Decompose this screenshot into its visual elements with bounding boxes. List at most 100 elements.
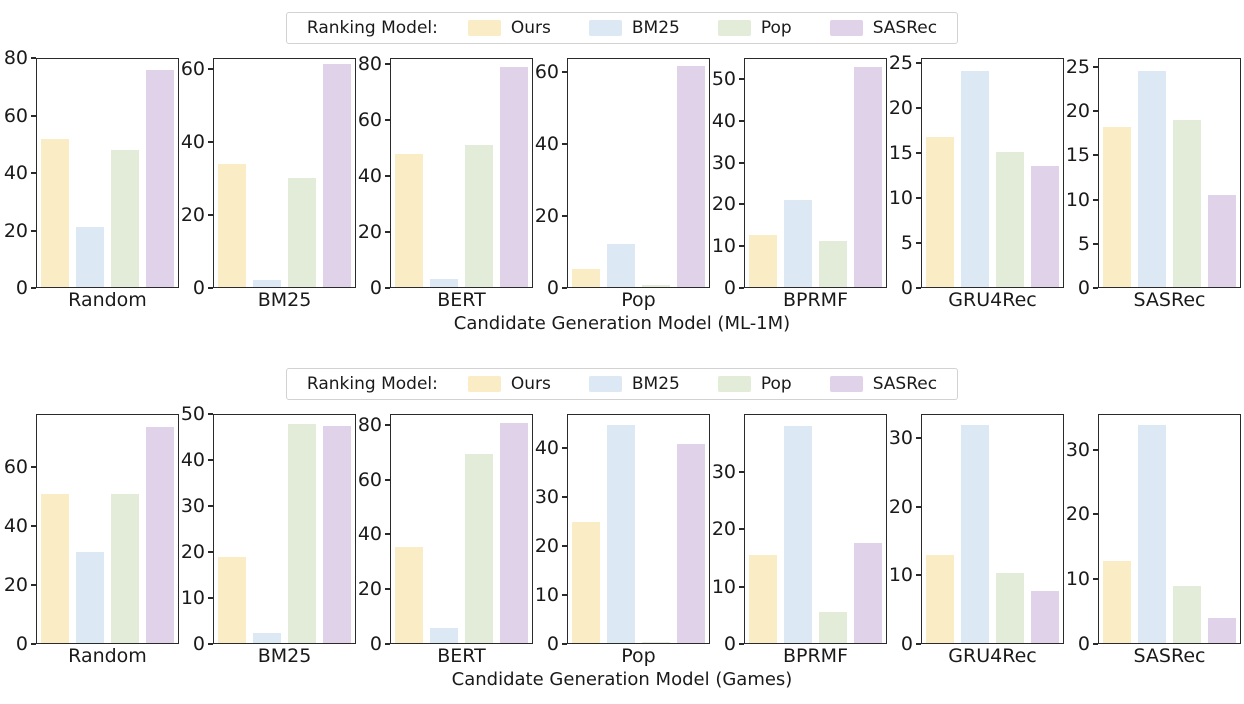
bar-bm25 [606,424,635,643]
y-tick-label: 10 [180,587,205,609]
y-axis: 0 5 10 15 20 25 [1064,57,1098,298]
legend-item-ours: Ours [467,374,551,394]
legend-label-bm25: BM25 [631,374,680,394]
legend-ml1m: Ranking Model: Ours BM25 Pop SASRec [285,12,959,44]
bar-pop [288,178,317,287]
figure-games: Ranking Model: Ours BM25 Pop SASRec [0,334,1244,690]
y-tick-mark [31,114,36,117]
y-tick-mark [208,643,213,645]
y-tick-label: 10 [1065,188,1090,211]
plot-area: 0 10 20 30 [710,414,887,654]
bar-pop [642,285,671,287]
x-category-label: BM25 [257,289,312,311]
y-tick-label: 0 [723,633,736,655]
y-axis: 0 5 10 15 20 25 [887,53,921,298]
y-tick-label: 20 [888,495,913,518]
y-tick-label: 40 [3,515,28,538]
plot-area: 0 10 20 30 [887,414,1064,654]
y-tick-mark [208,213,213,216]
y-tick-mark [916,437,921,440]
legend-swatch-ours [467,20,501,36]
plot-area: 0 20 40 60 80 [356,413,533,654]
y-tick-mark [31,525,36,528]
y-tick-mark [208,505,213,507]
plot-area: 0 5 10 15 20 25 [887,53,1064,298]
y-tick-mark [208,597,213,599]
y-tick-label: 30 [711,460,736,483]
y-tick-label: 80 [357,413,382,436]
y-tick-label: 0 [900,277,913,299]
y-tick-mark [31,466,36,469]
bar-pop [642,641,671,643]
y-tick-mark [1093,287,1098,289]
bar-pop [819,241,848,287]
y-tick-mark [208,551,213,553]
y-tick-label: 20 [534,535,559,558]
y-tick-mark [1093,513,1098,516]
bar-ours [925,554,954,643]
y-tick-mark [739,287,744,289]
bar-ours [748,554,777,643]
y-tick-label: 80 [3,47,28,69]
y-tick-mark [1093,643,1098,645]
y-tick-mark [916,505,921,508]
y-tick-mark [739,77,744,80]
y-tick-mark [739,203,744,206]
legend-swatch-ours [467,376,501,392]
bar-ours [748,235,777,287]
y-tick-mark [562,594,567,597]
y-tick-label: 80 [357,52,382,75]
y-tick-label: 30 [534,486,559,509]
y-tick-mark [562,496,567,499]
y-tick-label: 0 [1077,633,1090,655]
plot-box [567,58,710,288]
legend-item-bm25: BM25 [588,18,680,38]
y-tick-mark [31,287,36,289]
y-axis: 0 20 40 60 80 [356,54,390,298]
y-tick-mark [385,478,390,481]
bar-ours [40,493,69,643]
y-tick-label: 10 [534,584,559,607]
y-axis: 0 20 40 60 [2,414,36,654]
legend-title: Ranking Model: [306,374,438,394]
y-tick-label: 40 [534,437,559,460]
plot-area: 0 10 20 30 40 50 [710,58,887,298]
y-tick-label: 0 [15,633,28,655]
y-tick-mark [739,119,744,122]
bar-sasrec [146,426,175,643]
plot-area: 0 20 40 60 [179,57,356,298]
y-tick-mark [385,118,390,121]
bar-bm25 [606,244,635,287]
x-category-label: Pop [621,289,656,311]
y-tick-label: 40 [180,449,205,471]
legend-item-pop: Pop [717,18,792,38]
plot-box [213,58,356,288]
subplot-sasrec: 0 5 10 15 20 25 SASRec [1064,57,1241,311]
bar-bm25 [1137,424,1166,643]
subplot-bm25: 0 20 40 60 BM25 [179,58,356,311]
y-tick-label: 60 [357,108,382,131]
plot-area: 0 20 40 60 80 [2,48,179,298]
y-tick-mark [916,61,921,64]
legend-item-ours: Ours [467,18,551,38]
y-tick-mark [562,143,567,146]
y-tick-label: 30 [711,151,736,174]
y-tick-mark [1093,110,1098,113]
y-tick-mark [739,585,744,588]
y-axis: 0 10 20 30 [887,414,921,654]
subplot-pop: 0 20 40 60 Pop [533,58,710,311]
y-tick-label: 60 [180,57,205,80]
bar-ours [925,136,954,287]
y-tick-label: 20 [357,578,382,601]
y-tick-label: 20 [180,203,205,226]
y-tick-mark [385,588,390,591]
y-tick-mark [385,643,390,645]
y-tick-mark [208,459,213,461]
bar-sasrec [146,70,175,287]
y-tick-label: 20 [888,96,913,119]
bar-ours [1102,127,1131,287]
y-tick-label: 20 [3,574,28,597]
y-tick-label: 0 [369,277,382,299]
y-tick-label: 30 [180,495,205,517]
y-tick-label: 0 [723,277,736,299]
